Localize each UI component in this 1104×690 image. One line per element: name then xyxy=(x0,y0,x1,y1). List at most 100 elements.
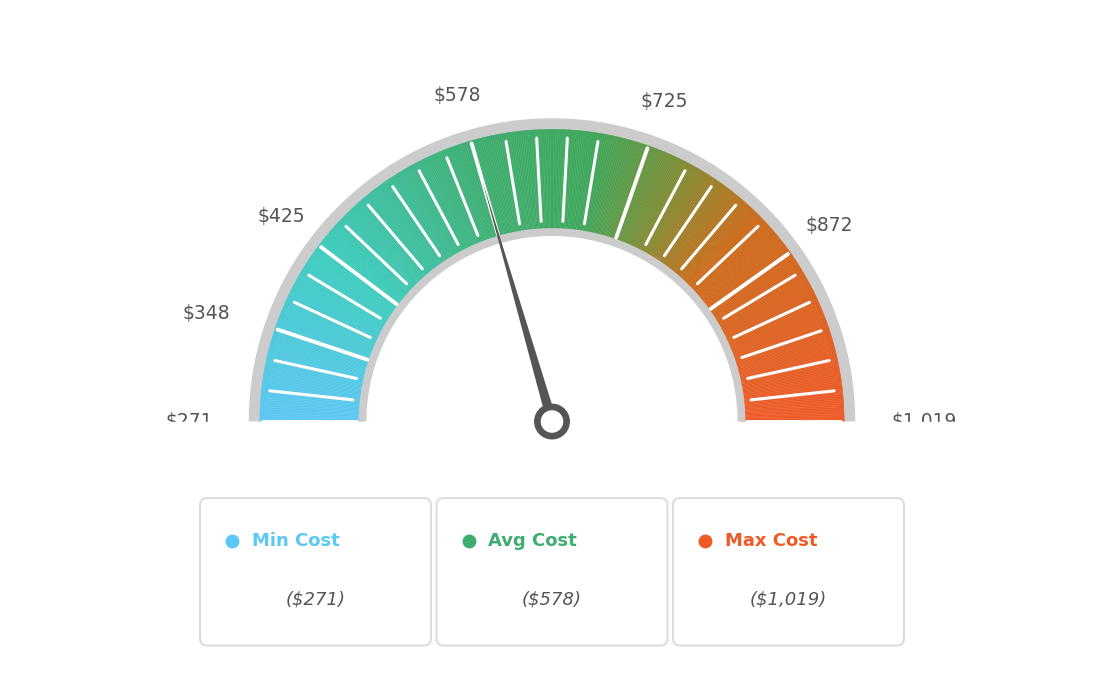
Wedge shape xyxy=(346,214,420,288)
Wedge shape xyxy=(507,132,523,235)
Wedge shape xyxy=(741,405,843,412)
Wedge shape xyxy=(278,319,374,356)
Wedge shape xyxy=(732,331,830,364)
FancyBboxPatch shape xyxy=(673,498,904,645)
Wedge shape xyxy=(273,333,372,365)
Wedge shape xyxy=(609,143,643,241)
Wedge shape xyxy=(734,340,834,370)
Wedge shape xyxy=(379,185,440,269)
Wedge shape xyxy=(730,321,827,357)
Wedge shape xyxy=(657,178,714,264)
Wedge shape xyxy=(329,231,408,299)
Wedge shape xyxy=(452,147,488,244)
Wedge shape xyxy=(417,161,466,253)
Wedge shape xyxy=(735,351,836,377)
Wedge shape xyxy=(678,204,747,282)
Wedge shape xyxy=(594,137,619,237)
Wedge shape xyxy=(739,376,841,393)
Wedge shape xyxy=(739,371,840,390)
Wedge shape xyxy=(700,239,782,304)
Wedge shape xyxy=(694,228,773,297)
Wedge shape xyxy=(391,177,448,264)
Wedge shape xyxy=(708,255,793,314)
Wedge shape xyxy=(320,242,403,306)
Wedge shape xyxy=(671,195,739,276)
Wedge shape xyxy=(476,139,503,239)
Wedge shape xyxy=(739,372,840,391)
Wedge shape xyxy=(261,403,363,411)
Wedge shape xyxy=(657,179,716,265)
Wedge shape xyxy=(442,150,481,246)
Wedge shape xyxy=(583,133,602,235)
Wedge shape xyxy=(647,169,701,259)
Wedge shape xyxy=(365,195,433,276)
Wedge shape xyxy=(670,193,735,274)
Wedge shape xyxy=(429,156,474,250)
Wedge shape xyxy=(446,148,485,245)
Wedge shape xyxy=(443,150,482,246)
Wedge shape xyxy=(741,403,843,411)
Wedge shape xyxy=(263,376,365,393)
Wedge shape xyxy=(635,159,681,252)
Wedge shape xyxy=(648,170,702,259)
Wedge shape xyxy=(305,265,392,321)
Wedge shape xyxy=(456,145,491,243)
Wedge shape xyxy=(502,133,521,235)
Wedge shape xyxy=(741,396,843,406)
Wedge shape xyxy=(374,188,438,271)
Wedge shape xyxy=(612,144,646,242)
Wedge shape xyxy=(691,224,768,295)
Wedge shape xyxy=(694,230,774,298)
Wedge shape xyxy=(458,144,492,242)
Wedge shape xyxy=(708,256,794,315)
Wedge shape xyxy=(712,265,799,321)
Wedge shape xyxy=(492,135,514,237)
Wedge shape xyxy=(733,335,831,366)
Wedge shape xyxy=(658,180,718,266)
Wedge shape xyxy=(719,282,809,333)
Wedge shape xyxy=(319,244,402,308)
Wedge shape xyxy=(375,188,439,270)
Wedge shape xyxy=(397,173,453,261)
Wedge shape xyxy=(330,230,410,298)
Wedge shape xyxy=(699,238,781,304)
Wedge shape xyxy=(709,257,795,316)
Wedge shape xyxy=(351,208,423,284)
Wedge shape xyxy=(406,167,459,257)
Circle shape xyxy=(541,411,563,432)
Wedge shape xyxy=(591,136,614,237)
Wedge shape xyxy=(277,321,374,357)
Wedge shape xyxy=(455,146,490,243)
Wedge shape xyxy=(335,226,412,295)
Wedge shape xyxy=(606,141,637,241)
Wedge shape xyxy=(686,215,760,288)
Wedge shape xyxy=(279,316,375,354)
Wedge shape xyxy=(359,228,745,422)
Wedge shape xyxy=(741,392,842,404)
Wedge shape xyxy=(433,154,476,249)
Wedge shape xyxy=(516,132,530,234)
Wedge shape xyxy=(289,292,382,339)
Wedge shape xyxy=(720,287,813,335)
Wedge shape xyxy=(740,383,842,398)
Wedge shape xyxy=(715,275,805,327)
Wedge shape xyxy=(490,136,513,237)
Wedge shape xyxy=(496,135,517,236)
Wedge shape xyxy=(736,358,838,382)
Wedge shape xyxy=(566,130,576,233)
Wedge shape xyxy=(680,206,751,283)
Wedge shape xyxy=(721,289,814,337)
Wedge shape xyxy=(287,297,381,342)
Wedge shape xyxy=(368,194,433,275)
Wedge shape xyxy=(604,141,634,240)
Wedge shape xyxy=(684,214,758,288)
Wedge shape xyxy=(318,246,401,308)
Wedge shape xyxy=(378,186,439,270)
Wedge shape xyxy=(613,145,648,243)
Wedge shape xyxy=(308,259,395,317)
Wedge shape xyxy=(487,137,511,237)
Wedge shape xyxy=(412,165,461,256)
Wedge shape xyxy=(561,130,566,233)
Wedge shape xyxy=(413,164,463,255)
Wedge shape xyxy=(522,130,534,233)
